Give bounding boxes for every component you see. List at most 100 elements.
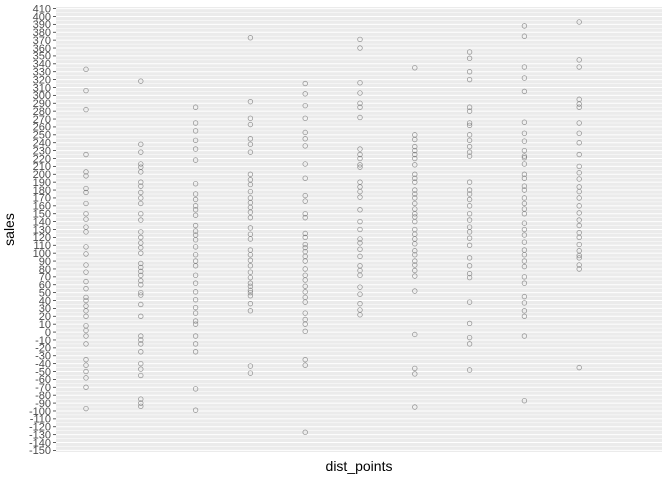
data-point xyxy=(357,226,363,233)
data-point xyxy=(357,80,363,86)
y-axis: -150-140-130-120-110-100-90-80-70-60-50-… xyxy=(29,3,56,457)
data-point xyxy=(83,244,89,250)
data-point xyxy=(247,293,254,299)
data-point xyxy=(192,263,199,269)
y-tick-label: 100 xyxy=(33,248,51,260)
data-point xyxy=(192,289,199,295)
data-point xyxy=(192,120,199,126)
y-tick-label: 180 xyxy=(33,185,51,197)
data-point xyxy=(466,55,473,61)
data-point xyxy=(138,264,144,271)
y-tick-label: -50 xyxy=(35,366,51,378)
data-point xyxy=(357,36,363,42)
data-point xyxy=(576,195,582,201)
data-point xyxy=(412,162,418,168)
data-point xyxy=(138,400,144,406)
y-tick-label: 380 xyxy=(33,27,51,39)
y-tick-label: 350 xyxy=(33,51,51,63)
data-point xyxy=(576,19,582,25)
data-point xyxy=(466,334,473,341)
data-point xyxy=(412,195,418,201)
y-tick-label: -120 xyxy=(29,422,51,434)
data-point xyxy=(192,191,199,197)
y-tick-label: -140 xyxy=(29,437,51,449)
data-point xyxy=(357,162,363,168)
data-point xyxy=(466,187,473,193)
data-point xyxy=(576,64,582,70)
data-point xyxy=(302,289,308,295)
data-point xyxy=(302,258,308,264)
data-point xyxy=(247,263,254,269)
data-point xyxy=(83,357,89,363)
data-point xyxy=(138,292,144,298)
data-point xyxy=(357,155,363,162)
data-point xyxy=(83,362,89,368)
data-point xyxy=(302,310,308,316)
y-tick-label: -40 xyxy=(35,358,51,370)
data-point xyxy=(521,280,528,286)
y-tick-label: 70 xyxy=(39,272,51,284)
data-point xyxy=(521,175,528,181)
data-point xyxy=(576,234,582,241)
data-point xyxy=(83,151,89,158)
data-point xyxy=(357,246,363,252)
data-point xyxy=(466,132,473,138)
data-point xyxy=(192,137,199,143)
data-point xyxy=(138,272,144,278)
y-tick-label: -10 xyxy=(35,335,51,347)
data-point xyxy=(521,64,528,70)
data-point xyxy=(138,403,144,409)
y-tick-label: 310 xyxy=(33,82,51,94)
data-point xyxy=(247,301,254,307)
data-point xyxy=(192,157,199,163)
data-point xyxy=(138,349,144,355)
data-point xyxy=(83,66,89,72)
data-point xyxy=(302,230,308,237)
data-point xyxy=(192,310,199,316)
data-point xyxy=(466,149,473,155)
data-point xyxy=(576,101,582,107)
data-point xyxy=(466,137,473,143)
data-point xyxy=(466,144,473,150)
data-point xyxy=(576,188,582,195)
data-point xyxy=(412,371,418,377)
y-tick-label: 110 xyxy=(33,240,51,252)
y-axis-title: sales xyxy=(1,213,17,246)
data-point xyxy=(138,268,144,274)
data-point xyxy=(302,357,308,363)
y-tick-label: -100 xyxy=(29,406,51,418)
data-point xyxy=(138,234,144,241)
data-point xyxy=(466,211,473,217)
data-point xyxy=(83,294,89,301)
data-point xyxy=(521,211,528,217)
data-point xyxy=(521,195,528,201)
data-point xyxy=(521,187,528,193)
data-point xyxy=(83,87,89,94)
data-point xyxy=(466,255,473,261)
data-point xyxy=(247,308,254,314)
data-point xyxy=(412,267,418,274)
data-point xyxy=(83,185,89,192)
data-point xyxy=(412,151,418,158)
data-point xyxy=(521,313,528,319)
data-point xyxy=(521,183,528,189)
data-point xyxy=(576,203,582,209)
data-point xyxy=(138,244,144,251)
data-point xyxy=(412,365,418,372)
data-point xyxy=(466,49,473,55)
data-point xyxy=(192,212,199,218)
data-point xyxy=(412,252,418,258)
data-point xyxy=(466,122,473,129)
data-point xyxy=(83,211,89,217)
data-point xyxy=(83,286,89,292)
data-point xyxy=(412,241,418,247)
data-point xyxy=(357,151,363,158)
data-point xyxy=(192,244,199,250)
data-point xyxy=(138,217,144,223)
y-tick-label: 210 xyxy=(33,161,51,173)
data-point xyxy=(247,287,254,293)
data-point xyxy=(576,241,582,248)
data-point xyxy=(466,104,473,110)
data-point xyxy=(83,405,89,412)
data-point xyxy=(192,321,199,327)
